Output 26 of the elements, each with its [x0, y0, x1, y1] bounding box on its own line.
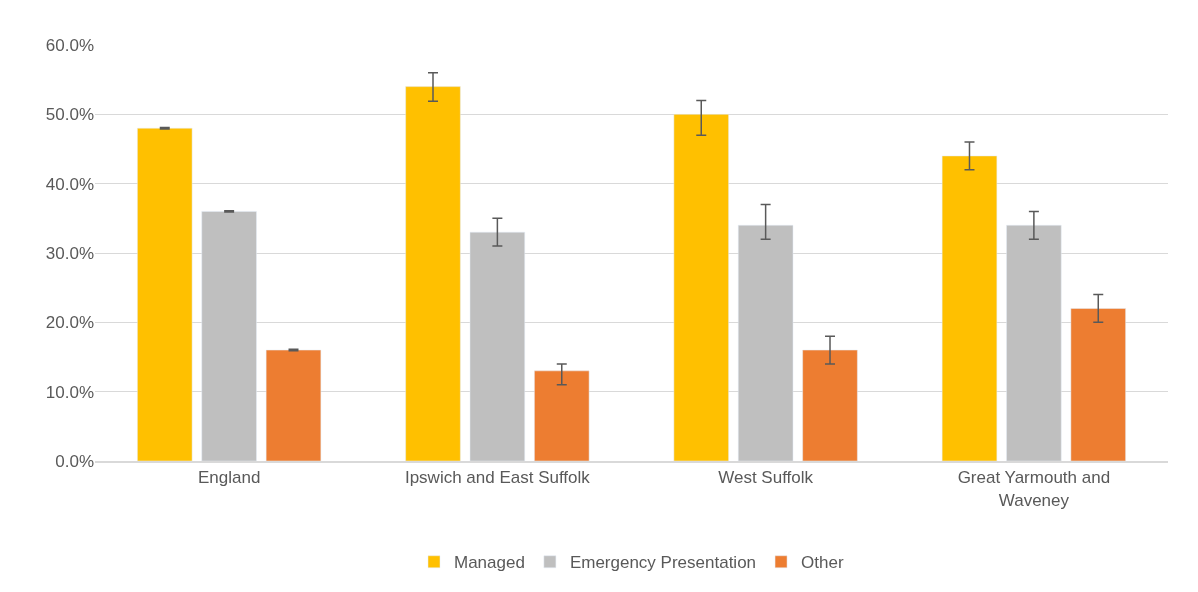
bar	[469, 231, 525, 461]
x-tick-label: Ipswich and East Suffolk	[404, 468, 591, 488]
y-tick-label: 10.0%	[45, 382, 94, 402]
y-tick-label: 40.0%	[45, 174, 94, 194]
bar	[1070, 308, 1126, 461]
bar	[201, 211, 257, 461]
y-tick-label: 0.0%	[55, 451, 94, 471]
y-tick-label: 60.0%	[45, 35, 94, 55]
bar	[405, 86, 461, 461]
bar	[673, 114, 729, 461]
bar	[137, 127, 193, 461]
legend-label: Other	[801, 553, 844, 573]
x-tick-label: England	[197, 468, 261, 488]
x-tick-label: West Suffolk	[718, 468, 814, 488]
bar	[941, 155, 998, 461]
y-tick-label: 30.0%	[45, 243, 94, 263]
bar	[265, 349, 322, 461]
bar	[802, 349, 858, 461]
legend-label: Emergency Presentation	[569, 553, 757, 573]
y-tick-label: 20.0%	[45, 313, 94, 333]
bar	[534, 370, 590, 461]
bar	[1006, 225, 1062, 461]
x-tick-label: Great Yarmouth and Waveney	[957, 468, 1111, 510]
y-tick-label: 50.0%	[45, 105, 94, 125]
bar	[738, 225, 794, 461]
legend-label: Managed	[454, 553, 525, 573]
